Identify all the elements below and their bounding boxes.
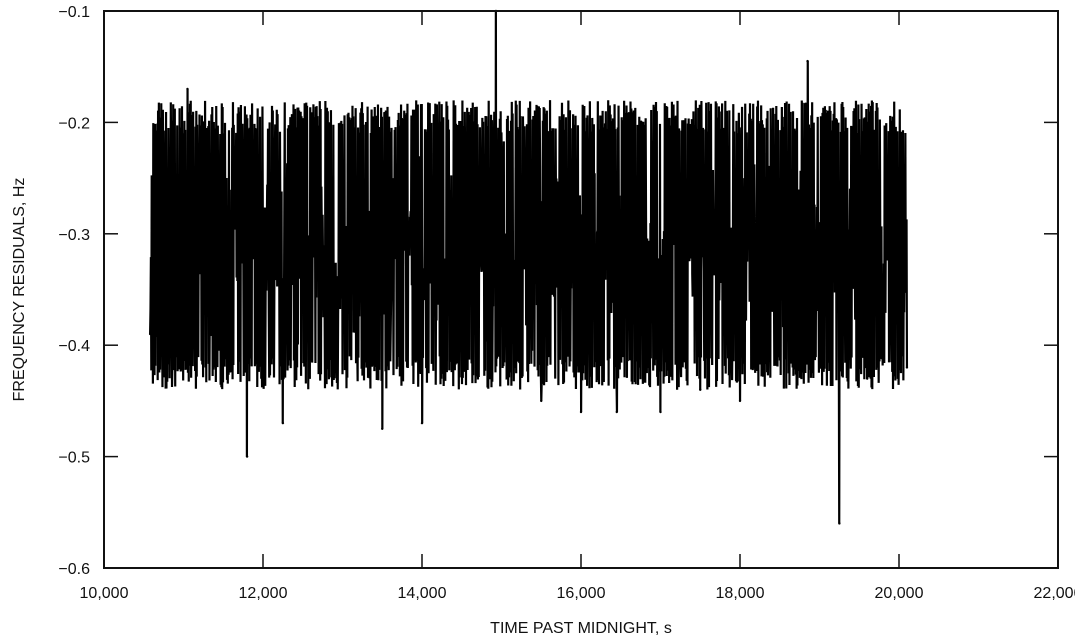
series-points — [148, 9, 909, 525]
y-tick-label: −0.4 — [58, 338, 90, 355]
data-point — [540, 399, 543, 403]
plot-frame — [103, 10, 1059, 569]
data-point — [381, 427, 384, 430]
x-axis-title: TIME PAST MIDNIGHT, s — [490, 620, 672, 637]
data-point — [615, 410, 618, 414]
x-tick-label: 18,000 — [716, 585, 765, 602]
y-tick-label: −0.1 — [58, 4, 90, 21]
data-point — [905, 366, 909, 369]
y-tick-label: −0.6 — [58, 561, 90, 578]
series-trace — [149, 10, 909, 524]
data-point — [866, 377, 869, 380]
data-point — [148, 332, 152, 336]
x-tick-label: 14,000 — [398, 585, 447, 602]
data-point — [186, 87, 189, 91]
y-tick-label: −0.2 — [58, 115, 90, 132]
data-point — [659, 410, 662, 414]
data-point — [699, 388, 702, 391]
data-point — [420, 421, 424, 425]
y-tick-label: −0.3 — [58, 227, 90, 244]
x-tick-labels: 10,000 12,000 14,000 16,000 18,000 20,000 22,0… — [80, 585, 1075, 602]
y-tick-labels: −0.6 −0.5 −0.4 −0.3 −0.2 −0.1 — [58, 4, 90, 578]
x-tick-label: 16,000 — [557, 585, 606, 602]
data-point — [245, 455, 249, 458]
x-tick-label: 10,000 — [80, 585, 129, 602]
data-point — [806, 59, 809, 63]
x-tick-label: 20,000 — [875, 585, 924, 602]
y-axis-title: FREQUENCY RESIDUALS, Hz — [11, 178, 28, 402]
x-tick-label: 22,000 — [1034, 585, 1075, 602]
series-line — [149, 10, 909, 524]
y-tick-label: −0.5 — [58, 450, 90, 467]
x-tick-label: 12,000 — [239, 585, 288, 602]
data-point — [579, 410, 583, 414]
data-point — [281, 421, 285, 425]
data-point — [738, 399, 742, 403]
data-point — [838, 522, 841, 525]
